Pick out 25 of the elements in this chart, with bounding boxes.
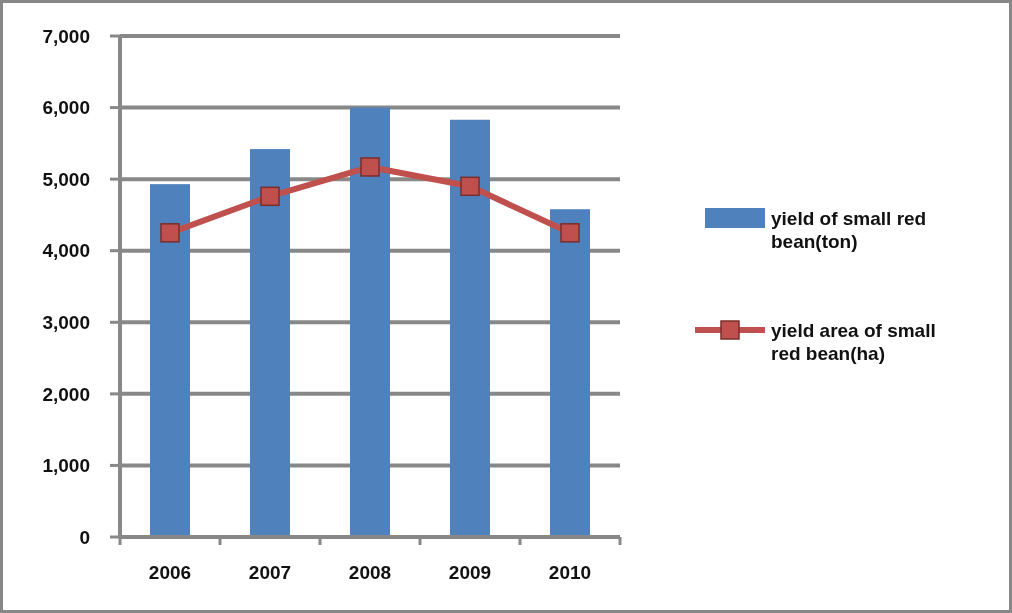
x-tick-label: 2006 [148, 562, 192, 583]
x-tick-label: 2010 [548, 562, 592, 583]
legend-label: yield of small red bean(ton) [771, 207, 927, 253]
bar [450, 119, 490, 537]
y-tick-label: 5,000 [42, 168, 90, 190]
bar [550, 209, 590, 537]
bar [250, 149, 290, 537]
point [360, 157, 380, 177]
point [260, 186, 280, 207]
bar [350, 107, 390, 537]
y-tick-label: 3,000 [42, 311, 90, 333]
y-tick-label: 4,000 [42, 240, 90, 262]
legend-label: yield area of small red bean(ha) [771, 319, 936, 365]
x-tick-label: 2008 [348, 562, 392, 583]
y-tick-label: 0 [79, 526, 90, 548]
point [160, 223, 180, 243]
y-tick-label: 1,000 [42, 455, 90, 477]
bar [150, 184, 190, 537]
point [560, 223, 580, 243]
y-tick-label: 2,000 [42, 383, 90, 405]
y-tick-label: 7,000 [42, 25, 90, 47]
point [460, 176, 480, 197]
x-tick-label: 2009 [448, 562, 492, 583]
y-tick-label: 6,000 [42, 97, 90, 119]
x-tick-label: 2007 [248, 562, 292, 583]
